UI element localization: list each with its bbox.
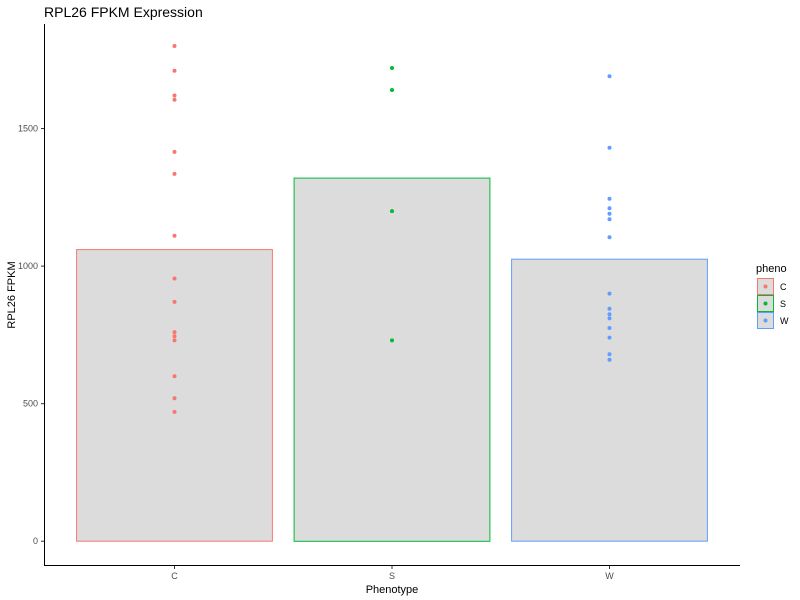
point-w-12 <box>607 335 612 340</box>
point-w-10 <box>607 316 612 321</box>
legend: pheno CSW <box>756 263 789 329</box>
point-c-9 <box>172 330 177 335</box>
point-w-3 <box>607 206 612 211</box>
legend-point-w <box>763 318 768 323</box>
point-w-13 <box>607 352 612 357</box>
point-c-1 <box>172 68 177 73</box>
point-c-6 <box>172 233 177 238</box>
point-w-14 <box>607 357 612 362</box>
y-tick-label-1000: 1000 <box>18 261 38 271</box>
y-tick-label-0: 0 <box>33 536 38 546</box>
point-w-0 <box>607 74 612 79</box>
legend-label-w: W <box>780 316 789 326</box>
point-c-5 <box>172 171 177 176</box>
y-tick-label-1500: 1500 <box>18 124 38 134</box>
point-c-13 <box>172 396 177 401</box>
point-c-8 <box>172 299 177 304</box>
y-axis-title: RPL26 FPKM <box>6 261 18 328</box>
legend-label-s: S <box>780 299 786 309</box>
chart-title: RPL26 FPKM Expression <box>44 4 203 20</box>
point-c-14 <box>172 409 177 414</box>
bar-s <box>293 177 491 542</box>
legend-title: pheno <box>756 263 787 275</box>
point-c-12 <box>172 374 177 379</box>
point-w-7 <box>607 291 612 296</box>
x-tick-label-w: W <box>605 571 614 581</box>
bar-c <box>76 249 273 542</box>
point-c-4 <box>172 149 177 154</box>
x-tick-label-c: C <box>171 571 178 581</box>
y-axis-ticks: 0 500 1000 1500 <box>18 124 44 546</box>
point-c-7 <box>172 276 177 281</box>
legend-label-c: C <box>780 282 787 292</box>
point-w-4 <box>607 211 612 216</box>
point-w-11 <box>607 326 612 330</box>
point-w-2 <box>607 196 612 201</box>
legend-items: CSW <box>757 278 789 329</box>
point-c-0 <box>172 44 177 48</box>
point-s-1 <box>390 88 394 92</box>
point-w-5 <box>607 217 612 222</box>
legend-point-s <box>763 301 768 306</box>
point-w-9 <box>607 312 612 317</box>
point-w-1 <box>607 145 612 150</box>
point-s-2 <box>390 209 394 214</box>
point-c-10 <box>172 334 177 339</box>
point-s-3 <box>390 338 394 343</box>
legend-point-c <box>763 284 768 289</box>
x-axis-title: Phenotype <box>366 584 419 596</box>
plot-area <box>76 44 708 542</box>
bar-w <box>511 258 708 542</box>
point-c-3 <box>172 97 177 102</box>
point-w-8 <box>607 306 612 311</box>
point-c-11 <box>172 338 177 343</box>
point-w-6 <box>607 235 612 240</box>
y-tick-label-500: 500 <box>23 399 38 409</box>
point-s-0 <box>390 66 394 70</box>
x-tick-label-s: S <box>389 571 395 581</box>
point-c-2 <box>172 93 177 98</box>
